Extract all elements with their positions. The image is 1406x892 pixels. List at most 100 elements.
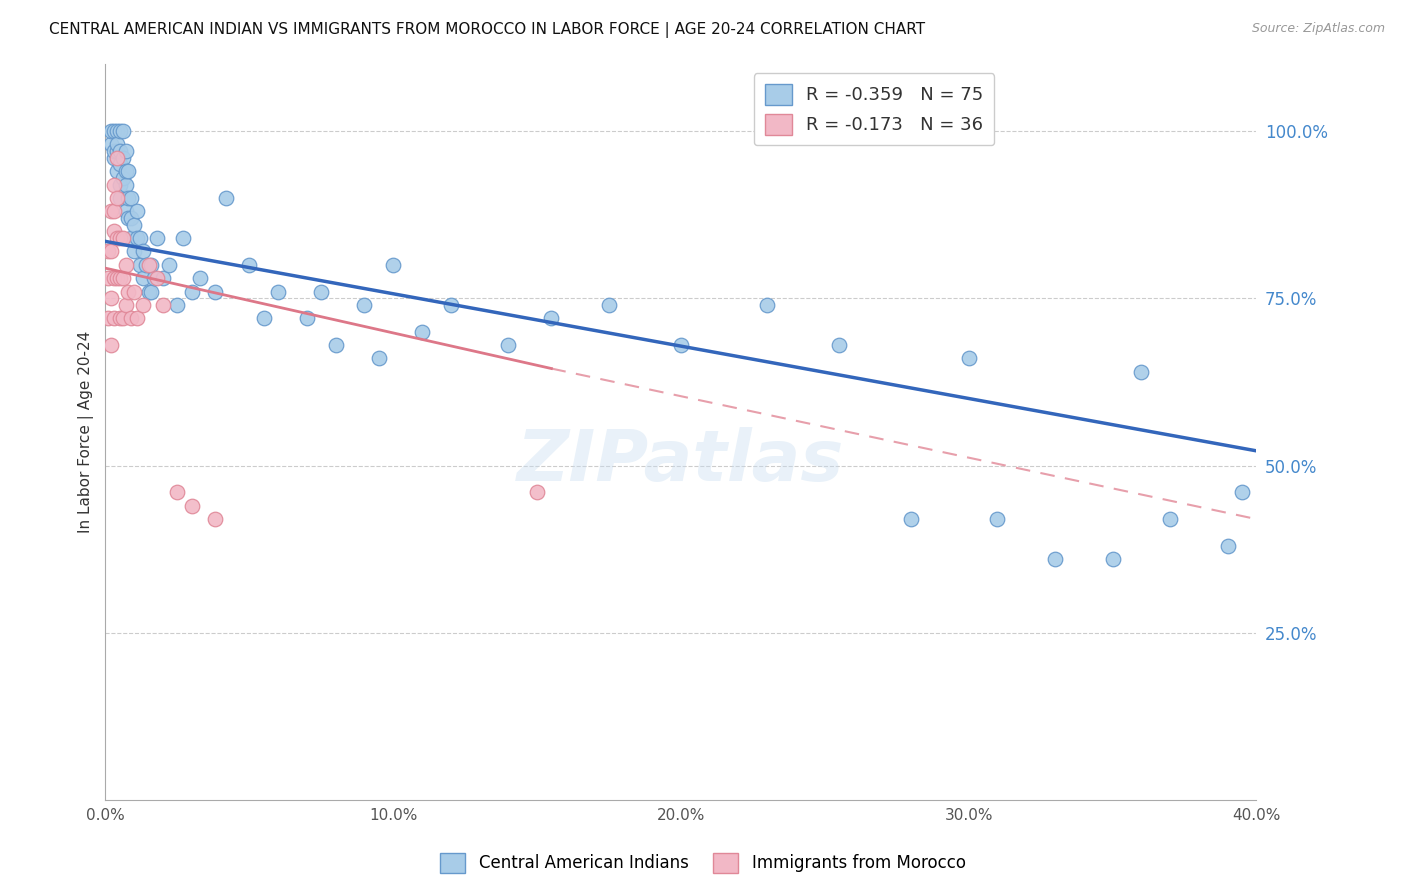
- Point: [526, 485, 548, 500]
- Point: [900, 512, 922, 526]
- Point: [111, 124, 134, 138]
- Point: [132, 298, 155, 312]
- Point: [105, 271, 128, 285]
- Point: [440, 298, 463, 312]
- Point: [103, 178, 125, 192]
- Point: [108, 178, 131, 192]
- Point: [122, 218, 145, 232]
- Point: [97, 244, 120, 259]
- Point: [105, 144, 128, 158]
- Point: [986, 512, 1008, 526]
- Point: [125, 204, 148, 219]
- Point: [117, 285, 139, 299]
- Point: [1230, 485, 1253, 500]
- Point: [117, 191, 139, 205]
- Point: [122, 285, 145, 299]
- Point: [117, 211, 139, 225]
- Point: [120, 231, 142, 245]
- Point: [1130, 365, 1153, 379]
- Point: [108, 271, 131, 285]
- Point: [114, 258, 136, 272]
- Point: [1216, 539, 1239, 553]
- Point: [105, 164, 128, 178]
- Point: [295, 311, 318, 326]
- Point: [111, 271, 134, 285]
- Point: [103, 311, 125, 326]
- Point: [540, 311, 562, 326]
- Point: [598, 298, 620, 312]
- Point: [141, 285, 163, 299]
- Point: [132, 271, 155, 285]
- Point: [103, 151, 125, 165]
- Point: [143, 271, 166, 285]
- Point: [122, 244, 145, 259]
- Point: [105, 137, 128, 152]
- Point: [114, 164, 136, 178]
- Point: [1159, 512, 1181, 526]
- Point: [957, 351, 980, 366]
- Point: [125, 231, 148, 245]
- Point: [108, 231, 131, 245]
- Text: CENTRAL AMERICAN INDIAN VS IMMIGRANTS FROM MOROCCO IN LABOR FORCE | AGE 20-24 CO: CENTRAL AMERICAN INDIAN VS IMMIGRANTS FR…: [49, 22, 925, 38]
- Point: [353, 298, 375, 312]
- Point: [146, 271, 169, 285]
- Point: [1101, 552, 1123, 566]
- Legend: R = -0.359   N = 75, R = -0.173   N = 36: R = -0.359 N = 75, R = -0.173 N = 36: [754, 73, 994, 145]
- Point: [108, 124, 131, 138]
- Point: [120, 211, 142, 225]
- Point: [103, 204, 125, 219]
- Point: [129, 258, 152, 272]
- Point: [215, 191, 238, 205]
- Point: [100, 204, 122, 219]
- Point: [103, 224, 125, 238]
- Point: [100, 124, 122, 138]
- Point: [166, 298, 188, 312]
- Point: [120, 191, 142, 205]
- Point: [97, 271, 120, 285]
- Point: [114, 204, 136, 219]
- Point: [100, 137, 122, 152]
- Point: [111, 151, 134, 165]
- Point: [100, 291, 122, 305]
- Point: [105, 151, 128, 165]
- Point: [253, 311, 276, 326]
- Point: [120, 311, 142, 326]
- Point: [97, 311, 120, 326]
- Point: [180, 285, 202, 299]
- Point: [103, 144, 125, 158]
- Point: [114, 178, 136, 192]
- Point: [325, 338, 347, 352]
- Point: [105, 124, 128, 138]
- Point: [382, 258, 405, 272]
- Point: [141, 258, 163, 272]
- Point: [114, 144, 136, 158]
- Point: [125, 311, 148, 326]
- Point: [129, 231, 152, 245]
- Point: [103, 271, 125, 285]
- Point: [180, 499, 202, 513]
- Point: [496, 338, 519, 352]
- Text: Source: ZipAtlas.com: Source: ZipAtlas.com: [1251, 22, 1385, 36]
- Point: [105, 191, 128, 205]
- Point: [188, 271, 211, 285]
- Point: [108, 157, 131, 171]
- Point: [669, 338, 692, 352]
- Text: ZIPatlas: ZIPatlas: [517, 427, 845, 496]
- Point: [105, 231, 128, 245]
- Point: [114, 298, 136, 312]
- Point: [111, 311, 134, 326]
- Point: [100, 338, 122, 352]
- Point: [367, 351, 389, 366]
- Point: [1043, 552, 1066, 566]
- Point: [108, 144, 131, 158]
- Point: [100, 244, 122, 259]
- Point: [108, 311, 131, 326]
- Point: [238, 258, 260, 272]
- Point: [172, 231, 194, 245]
- Point: [138, 285, 160, 299]
- Point: [204, 512, 226, 526]
- Point: [111, 170, 134, 185]
- Point: [828, 338, 851, 352]
- Point: [267, 285, 290, 299]
- Point: [103, 124, 125, 138]
